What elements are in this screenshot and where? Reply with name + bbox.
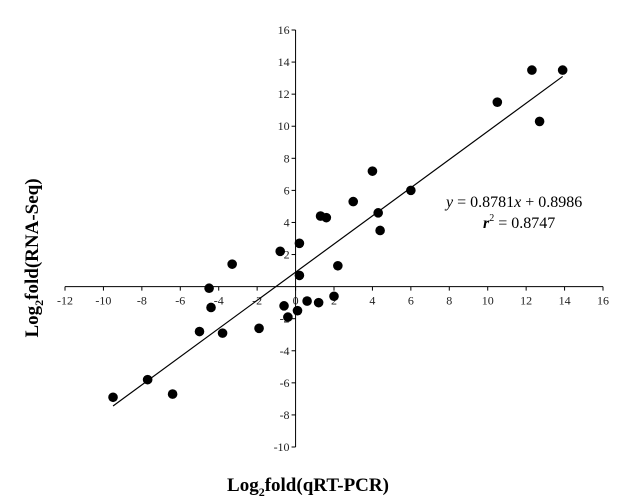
data-point [557,65,568,75]
data-point [321,212,332,223]
y-tick-label: 16 [278,23,290,37]
data-point [329,291,339,302]
x-tick-label: -4 [214,294,224,308]
data-point [527,65,537,75]
axes [65,30,603,447]
y-axis-title-sub: 2 [32,300,46,306]
x-tick-label: -8 [137,294,147,308]
data-point [492,97,503,107]
equation-end: + 0.8986 [521,194,582,211]
data-point [302,296,312,306]
y-tick-label: 10 [278,119,290,133]
y-tick-label: 6 [284,183,290,197]
data-point [206,302,216,313]
equation-mid: = 0.8781 [453,194,514,211]
x-tick-label: 12 [520,294,532,308]
x-axis-title-main: Log [227,475,259,496]
r-value: = 0.8747 [494,215,555,232]
x-tick-label: 4 [369,294,375,308]
data-point [275,246,286,257]
x-tick-label: 0 [293,294,299,308]
equation-line: y = 0.8781x + 0.8986 [444,194,582,211]
data-point [279,301,289,311]
x-axis-title-rest: fold(qRT-PCR) [265,475,389,496]
y-tick-label: -8 [280,408,290,422]
ticks: -12-10-8-6-4-20246810121416-10-8-6-4-224… [57,23,609,454]
trendline [112,75,564,407]
data-point [194,326,205,337]
data-points [108,65,568,403]
data-point [373,208,383,218]
trendline-layer [112,75,564,407]
data-point [375,225,385,236]
data-point [294,238,305,249]
y-tick-label: -6 [280,376,290,390]
x-tick-label: -12 [57,294,73,308]
r-sup: 2 [489,213,494,224]
x-tick-label: -10 [95,294,111,308]
x-tick-label: 6 [408,294,414,308]
x-tick-label: 16 [597,294,609,308]
data-point [142,374,153,385]
data-point [367,166,378,176]
y-tick-label: 8 [284,151,290,165]
x-axis-title-sub: 2 [259,485,265,499]
data-point [167,389,178,399]
data-point [313,297,324,308]
data-point [283,312,293,322]
data-point [294,270,305,281]
data-point [227,259,237,269]
data-point [406,185,416,196]
r-var: r [483,215,490,232]
data-point [204,283,214,294]
y-tick-label: -4 [280,344,290,358]
x-tick-label: 10 [482,294,494,308]
data-point [254,323,264,334]
data-point [292,305,303,316]
y-tick-label: -10 [274,440,290,454]
y-tick-label: 14 [278,55,290,69]
x-tick-label: 14 [559,294,571,308]
data-point [348,196,359,207]
y-tick-label: 2 [284,248,290,262]
data-point [108,392,118,403]
y-axis-title-rest: fold(RNA-Seq) [22,178,43,299]
x-tick-label: -6 [175,294,185,308]
x-axis-title: Log2fold(qRT-PCR) [227,475,389,499]
x-tick-label: 8 [446,294,452,308]
equation-y-var: y [444,194,454,211]
r-squared-line: r2 = 0.8747 [483,213,555,232]
y-axis-title-main: Log [22,305,43,337]
data-point [217,328,228,338]
y-tick-label: 4 [284,215,290,229]
y-axis-title: Log2fold(RNA-Seq) [22,178,46,337]
data-point [333,260,343,271]
equation-x-var: x [513,194,521,211]
y-tick-label: 12 [278,87,290,101]
data-point [534,116,545,127]
